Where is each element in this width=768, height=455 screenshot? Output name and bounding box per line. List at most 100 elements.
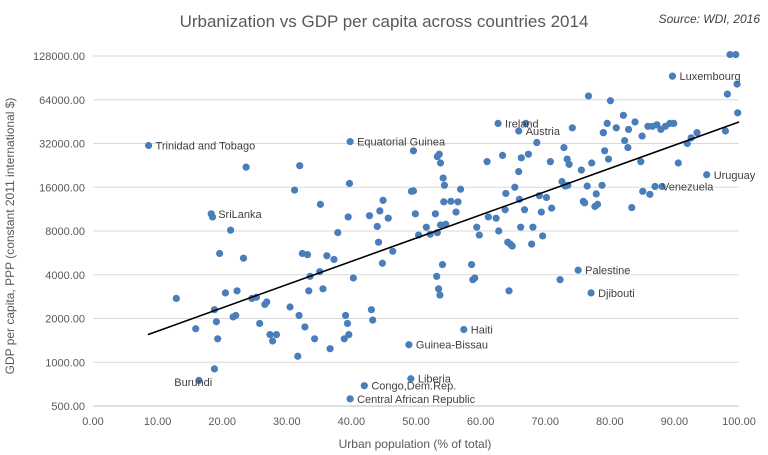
data-point <box>638 132 646 140</box>
data-point <box>373 222 381 231</box>
data-point <box>612 124 620 132</box>
data-point <box>606 97 615 105</box>
data-point <box>668 72 677 80</box>
data-point <box>438 260 447 269</box>
point-annotation: Burundi <box>174 377 212 389</box>
y-tick-label: 2000.00 <box>45 314 85 326</box>
data-point <box>316 200 324 208</box>
y-axis-ticks: 500.00 1000.00 2000.00 4000.00 8000.00 16000.… <box>33 51 85 413</box>
data-point <box>619 111 627 119</box>
data-point <box>343 319 352 328</box>
point-annotation: Ireland <box>505 118 539 130</box>
y-tick-label: 16000.00 <box>39 182 85 194</box>
data-point <box>601 147 609 155</box>
data-point <box>384 214 392 222</box>
data-point <box>263 298 271 306</box>
data-point <box>528 240 536 248</box>
data-point <box>588 159 596 167</box>
point-annotation: Trinidad and Tobago <box>156 141 256 153</box>
data-point <box>501 206 509 214</box>
y-tick-label: 1000.00 <box>45 357 85 369</box>
data-point <box>233 287 241 295</box>
data-point <box>378 259 387 267</box>
trendline <box>147 121 740 336</box>
data-point <box>296 162 304 170</box>
data-point <box>326 345 334 353</box>
y-tick-label: 4000.00 <box>45 270 85 282</box>
data-point <box>560 143 568 152</box>
data-point <box>522 119 530 127</box>
data-point <box>505 287 513 295</box>
data-point <box>389 247 397 255</box>
data-point <box>546 158 554 166</box>
data-point <box>379 196 387 204</box>
data-point <box>670 119 678 127</box>
data-point <box>511 183 519 191</box>
x-tick-label: 20.00 <box>208 416 236 428</box>
data-point <box>593 200 602 208</box>
data-point <box>624 125 633 134</box>
data-point <box>367 306 376 314</box>
data-point <box>492 214 500 222</box>
data-point <box>548 204 556 212</box>
data-point <box>272 330 281 339</box>
data-point <box>628 203 636 212</box>
data-point <box>349 274 357 282</box>
point-annotation: Guinea-Bissau <box>416 340 488 352</box>
chart-title: Urbanization vs GDP per capita across co… <box>180 12 589 31</box>
data-point <box>732 50 740 59</box>
data-point <box>323 252 331 260</box>
data-point <box>483 158 491 166</box>
data-point <box>409 187 418 195</box>
y-tick-label: 500.00 <box>51 401 85 413</box>
point-annotation: Austria <box>526 126 561 138</box>
data-point <box>524 150 533 158</box>
data-point <box>436 291 444 299</box>
data-point <box>447 197 455 205</box>
data-point <box>435 285 443 293</box>
data-point <box>726 50 734 59</box>
data-point <box>374 238 383 246</box>
data-point <box>192 325 200 333</box>
data-point <box>256 319 264 328</box>
point-annotation: Liberia <box>418 374 452 386</box>
data-point <box>529 223 537 231</box>
data-point <box>581 199 589 207</box>
data-point <box>303 251 312 259</box>
data-point <box>290 186 299 194</box>
data-point <box>515 127 523 135</box>
data-point <box>365 212 374 220</box>
y-tick-label: 32000.00 <box>39 139 85 151</box>
point-annotation: Central African Republic <box>357 394 476 406</box>
data-point <box>216 249 224 258</box>
data-point <box>475 231 483 239</box>
data-point <box>172 294 180 302</box>
data-point <box>621 137 629 145</box>
data-point <box>319 285 327 293</box>
data-point <box>440 198 448 206</box>
x-tick-label: 50.00 <box>402 416 430 428</box>
data-point <box>195 376 203 385</box>
y-tick-label: 8000.00 <box>45 226 85 238</box>
point-annotation: Luxembourg <box>679 71 740 83</box>
data-point <box>376 207 384 215</box>
data-point <box>494 119 502 127</box>
data-point <box>411 210 419 218</box>
data-point <box>212 318 220 326</box>
data-point <box>214 335 222 343</box>
point-annotation: Haiti <box>471 325 493 337</box>
data-point <box>440 181 449 189</box>
data-point <box>452 208 460 216</box>
data-point <box>226 226 235 234</box>
x-tick-label: 60.00 <box>467 416 495 428</box>
x-tick-label: 80.00 <box>596 416 624 428</box>
data-point <box>286 303 294 311</box>
data-point <box>295 311 303 320</box>
x-tick-label: 40.00 <box>338 416 366 428</box>
data-point <box>734 109 742 117</box>
data-point <box>703 171 711 179</box>
data-point <box>502 189 510 198</box>
data-point <box>345 330 353 339</box>
data-point <box>344 213 352 221</box>
